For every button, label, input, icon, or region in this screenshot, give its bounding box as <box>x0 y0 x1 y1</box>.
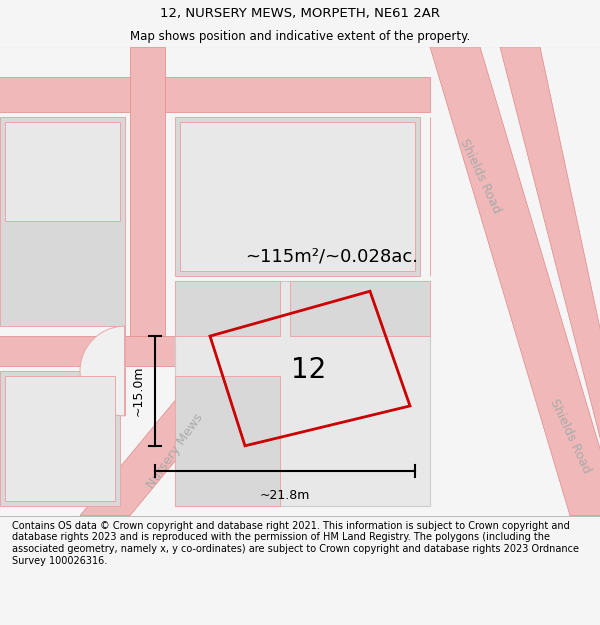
Text: 12: 12 <box>291 356 326 384</box>
Polygon shape <box>175 376 280 506</box>
Text: ~21.8m: ~21.8m <box>260 489 310 502</box>
Polygon shape <box>5 122 120 221</box>
Polygon shape <box>130 47 165 356</box>
Polygon shape <box>175 117 420 276</box>
Polygon shape <box>180 122 415 271</box>
Polygon shape <box>0 336 280 366</box>
Text: Contains OS data © Crown copyright and database right 2021. This information is : Contains OS data © Crown copyright and d… <box>12 521 579 566</box>
Text: ~115m²/~0.028ac.: ~115m²/~0.028ac. <box>245 248 418 266</box>
Polygon shape <box>430 47 600 516</box>
Text: Shields Road: Shields Road <box>547 396 593 475</box>
Polygon shape <box>175 281 280 336</box>
Text: ~15.0m: ~15.0m <box>132 366 145 416</box>
Text: Shields Road: Shields Road <box>457 138 503 216</box>
Polygon shape <box>0 77 430 112</box>
Polygon shape <box>80 346 270 516</box>
Text: Nursery Mews: Nursery Mews <box>145 411 206 491</box>
Polygon shape <box>80 326 125 416</box>
Polygon shape <box>290 281 430 336</box>
Polygon shape <box>5 376 115 501</box>
Polygon shape <box>175 281 430 506</box>
Polygon shape <box>500 47 600 516</box>
Polygon shape <box>0 371 120 506</box>
Text: 12, NURSERY MEWS, MORPETH, NE61 2AR: 12, NURSERY MEWS, MORPETH, NE61 2AR <box>160 7 440 19</box>
Polygon shape <box>0 117 125 326</box>
Text: Map shows position and indicative extent of the property.: Map shows position and indicative extent… <box>130 30 470 43</box>
